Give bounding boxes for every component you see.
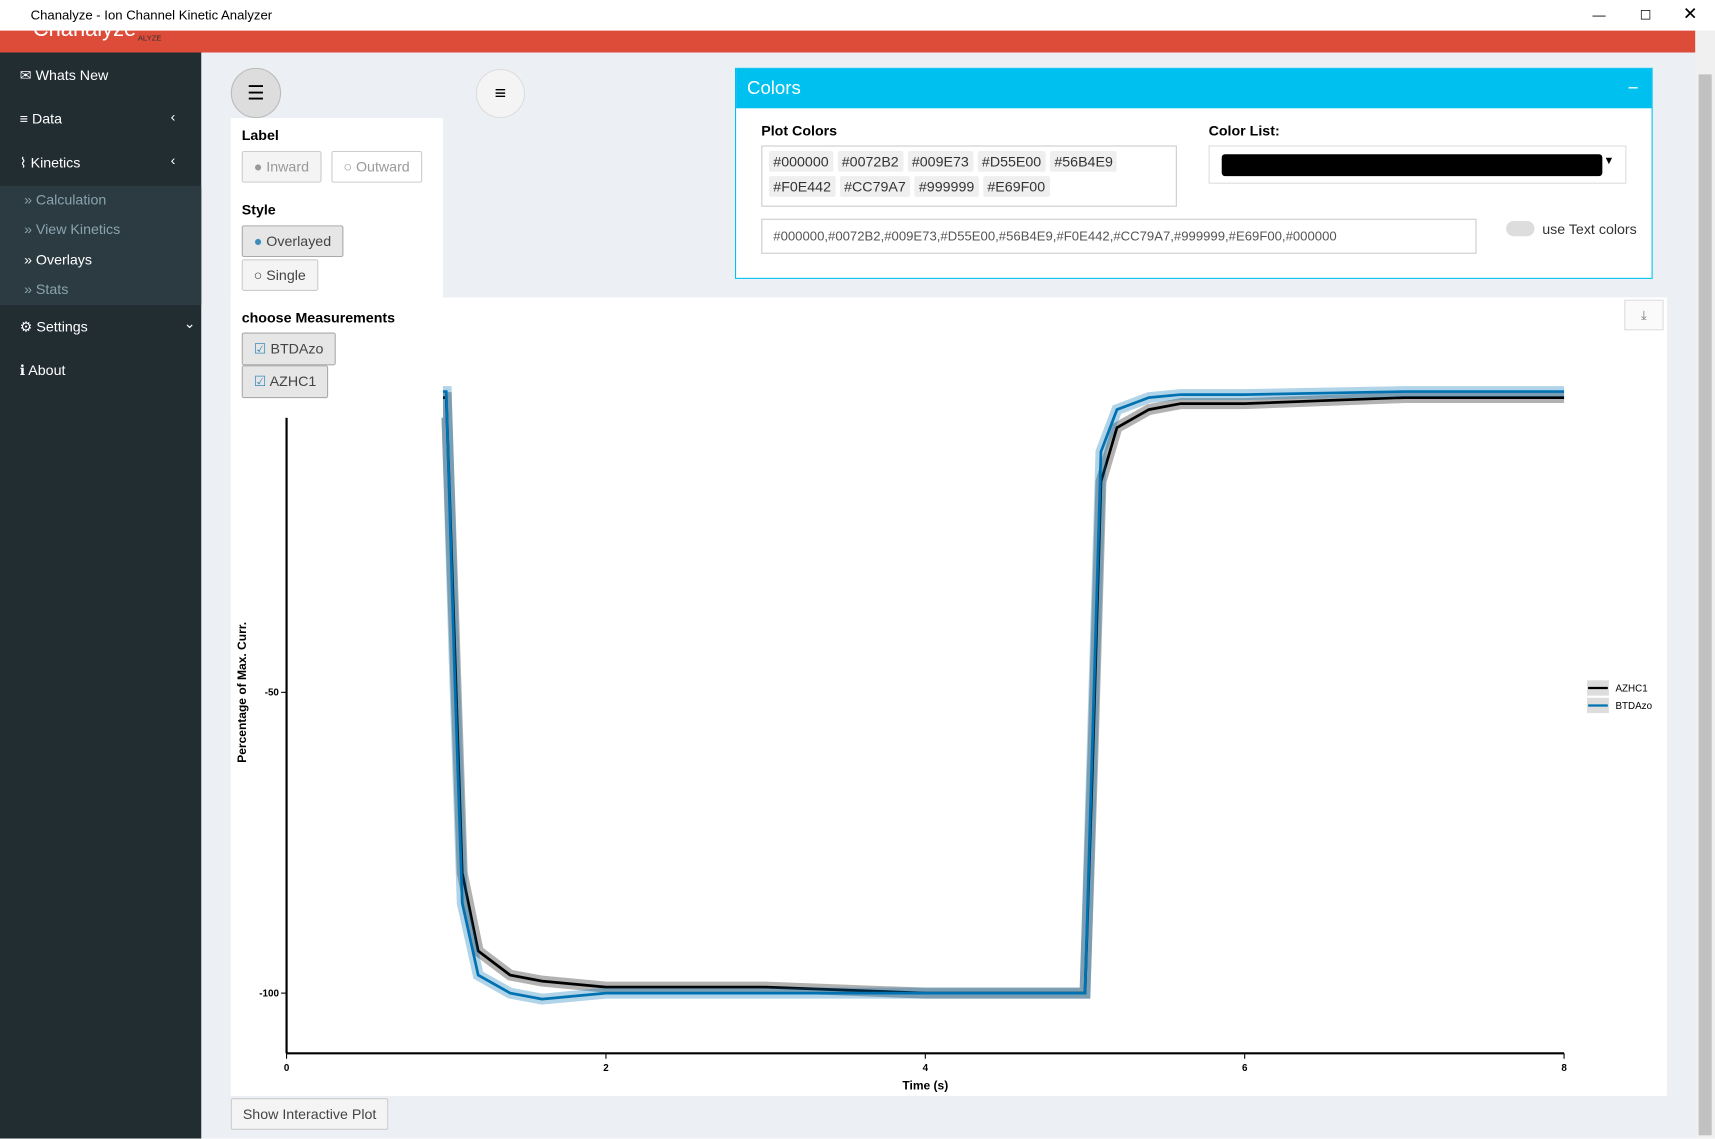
color-tag[interactable]: #56B4E9 <box>1049 150 1118 172</box>
radio-button[interactable]: ○ Single <box>241 259 318 291</box>
heading: Style <box>241 201 276 218</box>
window-title: Chanalyze - Ion Channel Kinetic Analyzer <box>30 7 273 23</box>
color-tag[interactable]: #009E73 <box>907 150 974 172</box>
menu-text: About <box>28 362 66 379</box>
radio-button[interactable]: ○ Outward <box>331 150 422 183</box>
toggle-label: use Text colors <box>1542 220 1637 238</box>
close[interactable]: ✕ <box>1682 5 1698 25</box>
menu-text: Kinetics <box>30 154 81 171</box>
menu-text: Stats <box>35 281 69 298</box>
sidebar: ✉ Whats New ≡ Data ‹ ⌇ Kinetics ‹ » Calcul… <box>0 52 202 1139</box>
x-tick-label: 8 <box>1561 1063 1567 1074</box>
logo: Chanalyze <box>32 17 137 42</box>
legend-label: BTDAzo <box>1615 701 1652 712</box>
color-tag[interactable]: #F0E442 <box>768 176 836 197</box>
chevron: ‹ <box>170 108 176 125</box>
option-text: Inward <box>266 158 309 175</box>
series-line <box>286 396 1565 995</box>
menu-text: View Kinetics <box>35 220 121 238</box>
chevron: ⌄ <box>183 315 196 332</box>
title-bar: Chanalyze - Ion Channel Kinetic Analyzer… <box>0 0 1715 31</box>
interactive-plot-button[interactable]: Show Interactive Plot <box>230 1098 389 1130</box>
menu-text: Calculation <box>35 191 107 208</box>
minimize[interactable]: — <box>1592 7 1606 23</box>
menu-item[interactable]: ℹ About <box>19 362 66 379</box>
x-axis-label: Time (s) <box>902 1078 948 1092</box>
x-tick-label: 4 <box>923 1063 929 1074</box>
label: Plot Colors <box>761 122 838 139</box>
submenu-bg <box>0 185 202 306</box>
submenu-item[interactable]: » View Kinetics <box>24 220 121 238</box>
settings-toggle[interactable]: ≡ <box>475 68 525 119</box>
y-axis-label: Percentage of Max. Curr. <box>235 622 249 763</box>
color-tag[interactable]: #D55E00 <box>977 150 1046 172</box>
logo-sub: ALYZE <box>137 35 162 43</box>
y-tick-label: -100 <box>259 988 279 999</box>
checkbox[interactable]: ☑ AZHC1 <box>241 365 329 399</box>
menu-item[interactable]: ✉ Whats New <box>19 66 109 84</box>
color-tag[interactable]: #0072B2 <box>837 150 904 172</box>
x-tick-label: 6 <box>1242 1063 1248 1074</box>
menu-item[interactable]: ⌇ Kinetics <box>19 154 81 171</box>
y-tick-label: -50 <box>265 688 280 699</box>
radio-button[interactable]: ● Inward <box>241 150 322 183</box>
series-line <box>286 390 1565 1001</box>
menu-item[interactable]: ≡ Data <box>19 110 62 127</box>
heading: choose Measurements <box>241 309 396 326</box>
option-text: Outward <box>355 158 410 175</box>
text-input[interactable]: #000000,#0072B2,#009E73,#D55E00,#56B4E9,… <box>761 218 1477 254</box>
option-text: AZHC1 <box>269 372 317 390</box>
checkbox[interactable]: ☑ BTDAzo <box>241 332 336 366</box>
toggle[interactable] <box>1506 220 1535 237</box>
menu-text: Whats New <box>35 66 109 84</box>
options-toggle[interactable]: ☰ <box>230 67 282 119</box>
plot-colors-input[interactable]: #000000 #0072B2 #009E73 #D55E00 #56B4E9 #F0E4… <box>761 145 1177 207</box>
color-tag[interactable]: #999999 <box>914 176 979 197</box>
color-tag[interactable]: #E69F00 <box>983 176 1050 197</box>
color-list-select[interactable]: ▼ <box>1208 145 1627 184</box>
x-tick-label: 2 <box>603 1063 609 1074</box>
colors-box: Colors − Plot Colors #000000 #0072B2 #009E7… <box>735 67 1653 279</box>
button-text: Show Interactive Plot <box>242 1105 377 1123</box>
header: Chanalyze ALYZE <box>0 18 1696 53</box>
submenu-item[interactable]: » Overlays <box>24 251 93 268</box>
legend-label: AZHC1 <box>1615 683 1647 694</box>
maximize[interactable]: ☐ <box>1639 7 1652 23</box>
menu-item[interactable]: ⚙ Settings <box>19 318 88 335</box>
box-title: Colors <box>747 77 801 99</box>
menu-text: Data <box>31 110 62 127</box>
x-tick-label: 0 <box>284 1063 290 1074</box>
download-button[interactable]: ⤓ <box>1624 299 1664 331</box>
option-text: Overlayed <box>266 232 332 250</box>
option-text: BTDAzo <box>270 340 324 357</box>
series-band <box>286 392 1565 999</box>
plot-panel: 0 2 4 6 8 -50 -100 Time (s) Percentage of Max. C… <box>230 297 1667 1096</box>
heading: Label <box>241 126 279 144</box>
submenu-item[interactable]: » Stats <box>24 281 69 298</box>
scrollbar <box>1695 30 1715 1139</box>
chart: 0 2 4 6 8 -50 -100 Time (s) Percentage of Max. C… <box>235 319 1653 1092</box>
options-panel: Label ● Inward ○ Outward Style ● Overlay… <box>230 118 443 418</box>
label: Color List: <box>1208 122 1280 139</box>
submenu-item[interactable]: » Calculation <box>24 191 107 208</box>
collapse[interactable]: − <box>1627 77 1639 99</box>
color-tag[interactable]: #CC79A7 <box>839 176 911 197</box>
series-band <box>286 386 1565 1005</box>
option-text: Single <box>266 266 306 284</box>
radio-button[interactable]: ● Overlayed <box>241 225 344 258</box>
color-tag[interactable]: #000000 <box>768 150 834 172</box>
menu-text: Settings <box>36 318 88 335</box>
chevron: ‹ <box>170 152 176 169</box>
menu-text: Overlays <box>35 251 93 268</box>
